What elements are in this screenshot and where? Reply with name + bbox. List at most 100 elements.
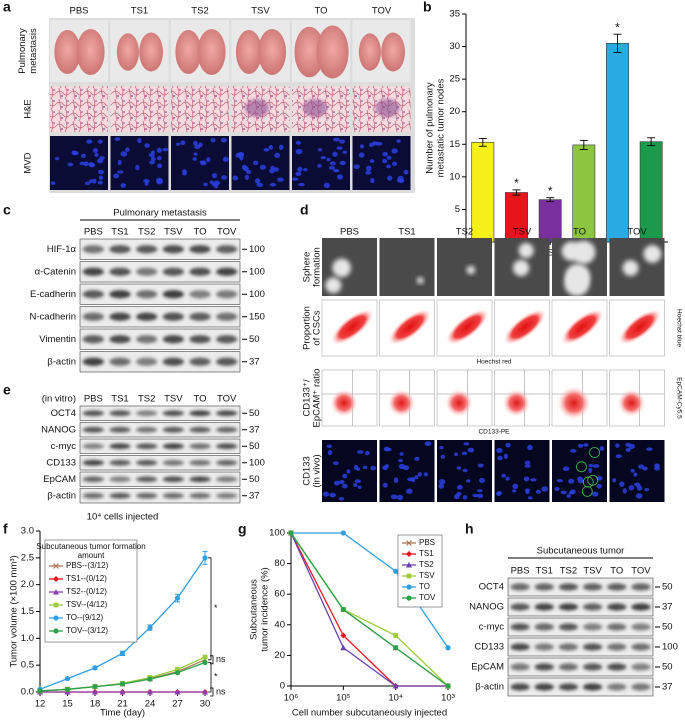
mw-label: 50 xyxy=(662,662,673,673)
nucleus xyxy=(390,494,398,500)
flow-cloud xyxy=(503,309,547,345)
band xyxy=(82,335,105,344)
mw-label: 50 xyxy=(249,441,260,452)
lane-label: PBS xyxy=(84,227,103,238)
cd133-stain xyxy=(576,461,587,473)
row-label: of CSCs xyxy=(312,310,323,346)
nucleus xyxy=(406,488,413,494)
nucleus xyxy=(341,483,348,489)
nucleus xyxy=(92,178,97,184)
protein-label: EpCAM xyxy=(43,474,76,485)
band xyxy=(82,459,105,466)
nucleus xyxy=(588,463,594,468)
significance: * xyxy=(214,603,218,613)
nucleus xyxy=(393,477,399,483)
row-label: Proportion xyxy=(302,306,313,350)
nucleus xyxy=(295,140,301,145)
band xyxy=(109,245,131,254)
band xyxy=(189,410,211,417)
nucleus xyxy=(556,479,563,483)
nucleus xyxy=(612,478,617,483)
nucleus xyxy=(472,493,479,498)
nucleus xyxy=(326,444,333,449)
nucleus xyxy=(295,171,302,176)
nucleus xyxy=(182,169,187,174)
nucleus xyxy=(615,443,620,448)
sphere-image xyxy=(379,238,435,296)
band xyxy=(136,245,158,254)
lane-label: PBS xyxy=(84,394,103,405)
sphere xyxy=(332,258,351,278)
nucleus xyxy=(382,151,388,157)
nucleus xyxy=(497,455,503,461)
legend-label: TS2 xyxy=(419,560,434,569)
nucleus xyxy=(54,156,60,161)
row-label: formation xyxy=(312,247,323,287)
row-label: CD133⁺/ xyxy=(302,379,313,417)
band xyxy=(631,623,651,631)
band xyxy=(136,476,158,483)
band xyxy=(582,583,603,591)
nucleus xyxy=(398,463,406,469)
nucleus xyxy=(213,183,219,189)
panel-letter: c xyxy=(3,202,11,218)
lane-label: TO xyxy=(193,394,206,405)
marker xyxy=(147,689,153,695)
lung-lobe xyxy=(54,30,81,74)
protein-label: CD133 xyxy=(474,642,504,653)
lane-label: TO xyxy=(610,566,623,577)
nucleus xyxy=(298,182,305,187)
nucleus xyxy=(278,144,284,151)
nucleus xyxy=(644,488,650,492)
nucleus xyxy=(467,447,475,453)
nucleus xyxy=(277,177,284,182)
band xyxy=(162,335,184,344)
band xyxy=(109,426,131,433)
nucleus xyxy=(588,467,593,474)
x-tick-label: TS2 xyxy=(541,248,558,259)
significance: * xyxy=(214,672,218,682)
nucleus xyxy=(456,484,463,490)
panel-letter: b xyxy=(423,0,432,15)
bar xyxy=(606,43,629,243)
band xyxy=(534,603,554,611)
flow-cloud xyxy=(330,309,374,345)
legend-label: TS2--(0/12) xyxy=(66,587,107,596)
legend-label: TOV xyxy=(419,593,436,602)
nucleus xyxy=(333,168,340,173)
band xyxy=(82,245,105,254)
lung-lobe xyxy=(381,32,405,72)
marker xyxy=(406,562,412,568)
bar xyxy=(471,142,495,243)
row-label: metastasis xyxy=(28,28,39,74)
lung-lobe xyxy=(116,33,139,71)
panel-letter: h xyxy=(465,521,474,537)
protein-label: NANOG xyxy=(41,424,76,435)
lung-lobe xyxy=(197,29,226,75)
marker xyxy=(37,688,43,694)
mw-label: 100 xyxy=(249,457,265,468)
nucleus xyxy=(583,443,589,447)
x-tick-label: 18 xyxy=(90,699,101,710)
x-tick-label: 24 xyxy=(145,699,156,710)
nucleus xyxy=(50,181,56,186)
band xyxy=(558,603,579,611)
significance-bracket xyxy=(208,557,212,661)
nucleus xyxy=(414,456,420,461)
series-line xyxy=(290,532,449,687)
x-tick-label: 10⁴ xyxy=(388,693,403,704)
nucleus xyxy=(654,466,661,471)
group-label: TSV xyxy=(513,227,532,238)
legend-label: TO--(9/12) xyxy=(66,613,104,622)
marker xyxy=(445,683,451,689)
series-line xyxy=(291,532,449,649)
protein-label: OCT4 xyxy=(479,582,504,593)
error-bar xyxy=(647,137,656,147)
nucleus xyxy=(578,479,585,484)
x-tick-label: 21 xyxy=(117,699,128,710)
lane-label: TS2 xyxy=(138,394,155,405)
nucleus xyxy=(638,464,644,469)
marker xyxy=(393,568,399,574)
row-label: Number of pulmonary xyxy=(425,82,436,174)
band xyxy=(162,443,184,450)
